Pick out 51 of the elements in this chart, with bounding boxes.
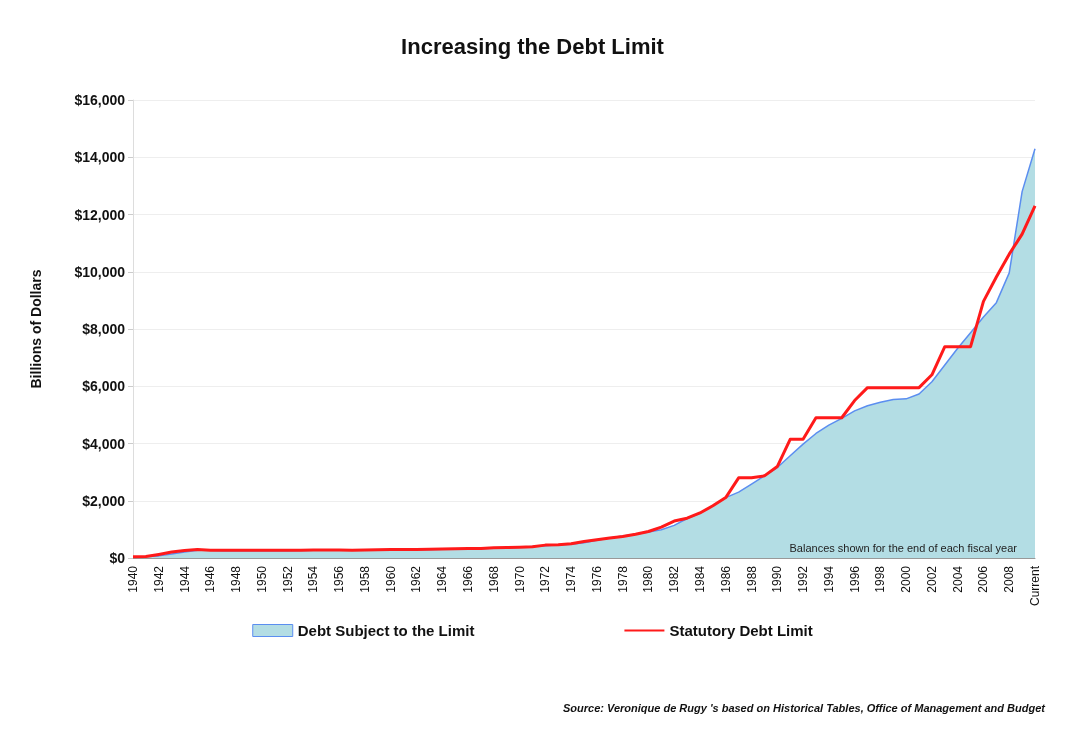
- x-tick-label: 1964: [435, 565, 450, 593]
- x-tick-label: 1972: [538, 565, 553, 593]
- x-tick-label: 2004: [950, 565, 965, 593]
- y-tick-label: $14,000: [74, 149, 126, 166]
- x-tick-label: 1986: [718, 565, 733, 593]
- x-tick-label: 1998: [873, 565, 888, 593]
- x-tick-label: 1966: [461, 565, 476, 593]
- x-tick-label: 1984: [692, 565, 707, 593]
- x-tick-label: 2006: [976, 565, 991, 593]
- x-tick-label: Current: [1028, 565, 1042, 607]
- x-tick-label: 1962: [409, 565, 424, 593]
- source-note: Source: Veronique de Rugy 's based on Historical Tables, Office of Management and Budget: [562, 701, 1047, 714]
- x-tick-label: 1944: [177, 565, 192, 593]
- x-tick-label: 1970: [512, 565, 527, 593]
- y-tick-label: $2,000: [82, 492, 126, 509]
- x-tick-label: 2000: [899, 565, 914, 593]
- y-tick-label: $10,000: [74, 263, 126, 280]
- x-tick-label: 1946: [203, 565, 218, 593]
- y-tick-label: $0: [109, 550, 126, 566]
- legend-label: Statutory Debt Limit: [669, 622, 813, 639]
- x-tick-label: 2002: [924, 565, 939, 593]
- legend-label: Debt Subject to the Limit: [297, 622, 475, 639]
- x-tick-label: 2008: [1002, 565, 1017, 593]
- x-tick-label: 1978: [615, 565, 630, 593]
- chart-title: Increasing the Debt Limit: [401, 33, 665, 59]
- y-tick-label: $16,000: [74, 92, 126, 108]
- x-tick-label: 1968: [486, 565, 501, 593]
- x-tick-label: 1980: [641, 565, 656, 593]
- x-tick-label: 1996: [847, 565, 862, 593]
- x-tick-label: 1988: [744, 565, 759, 593]
- x-tick-label: 1942: [151, 565, 166, 593]
- x-tick-label: 1958: [357, 565, 372, 593]
- x-tick-label: 1974: [564, 565, 579, 593]
- y-tick-label: $4,000: [82, 435, 126, 452]
- y-tick-label: $12,000: [74, 206, 126, 223]
- y-tick-label: $6,000: [82, 378, 126, 395]
- x-tick-label: 1976: [589, 565, 604, 593]
- x-tick-label: 1952: [280, 565, 295, 593]
- x-tick-label: 1992: [796, 565, 811, 593]
- x-tick-label: 1994: [821, 565, 836, 593]
- x-tick-label: 1948: [229, 565, 244, 593]
- x-tick-label: 1954: [306, 565, 321, 593]
- x-tick-label: 1950: [254, 565, 269, 593]
- x-tick-label: 1940: [126, 565, 140, 593]
- x-tick-label: 1960: [383, 565, 398, 593]
- y-axis-title: Billions of Dollars: [28, 269, 44, 389]
- x-tick-label: 1990: [770, 565, 785, 593]
- annotation: Balances shown for the end of each fiscal year: [789, 541, 1018, 554]
- y-tick-label: $8,000: [82, 321, 126, 337]
- x-tick-label: 1956: [332, 565, 347, 593]
- x-tick-label: 1982: [667, 565, 682, 593]
